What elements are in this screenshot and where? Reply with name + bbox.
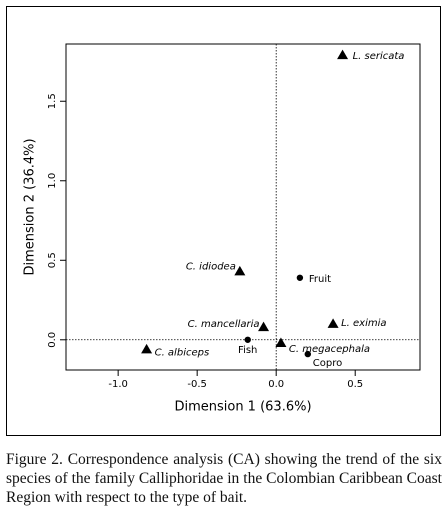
chart: Dimension 1 (63.6%) Dimension 2 (36.4%) …	[6, 6, 441, 436]
triangle-point	[275, 337, 287, 347]
triangle-point	[234, 265, 246, 276]
circle-point	[244, 336, 251, 343]
triangle-point	[141, 343, 153, 354]
point-label: C. mancellaria	[188, 319, 260, 330]
plot-frame	[65, 43, 421, 371]
point-label: L. eximia	[341, 318, 386, 329]
figure-border	[6, 6, 441, 436]
point-label: Fruit	[309, 274, 331, 285]
y-axis-title: Dimension 2 (36.4%)	[23, 138, 38, 275]
triangle-point	[258, 321, 270, 332]
x-tick-label: -0.5	[187, 379, 207, 390]
point-label: Fish	[238, 345, 257, 356]
point-label: C. albiceps	[155, 347, 210, 358]
x-tick-label: 0.0	[268, 379, 284, 390]
point-label: Copro	[313, 358, 342, 369]
x-tick-label: 0.5	[347, 379, 363, 390]
y-tick-label: 0.0	[47, 332, 58, 348]
caption: Figure 2. Correspondence analysis (CA) s…	[6, 451, 442, 506]
point-label: C. idiodea	[186, 261, 236, 272]
y-tick-label: 1.5	[47, 93, 58, 109]
triangle-point	[327, 318, 339, 328]
point-label: L. sericata	[353, 51, 405, 62]
y-tick-label: 1.0	[47, 173, 58, 189]
triangle-point	[337, 49, 349, 60]
circle-point	[304, 350, 311, 358]
y-tick-label: 0.5	[47, 252, 58, 268]
x-tick-label: -1.0	[108, 379, 128, 390]
circle-point	[296, 274, 304, 281]
x-axis-title: Dimension 1 (63.6%)	[174, 400, 311, 415]
point-label: C. megacephala	[289, 344, 370, 355]
